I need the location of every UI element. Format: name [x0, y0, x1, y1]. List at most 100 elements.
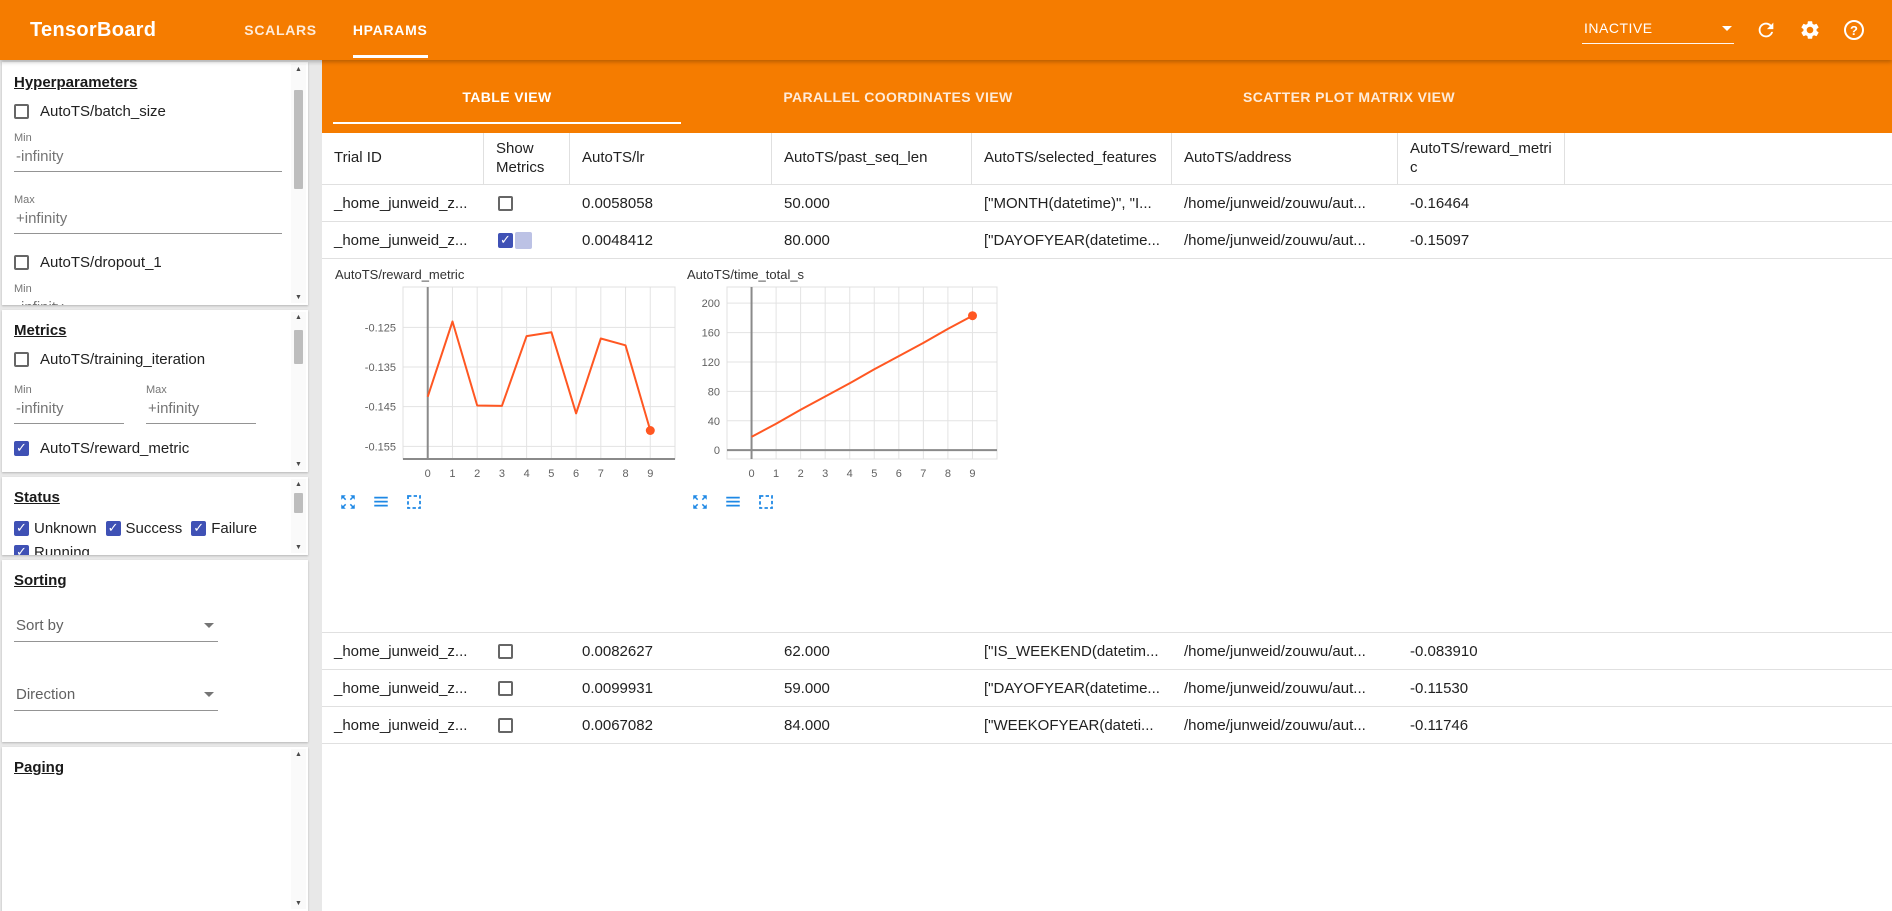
show-metrics-checkbox[interactable] [498, 232, 513, 248]
failure-checkbox[interactable] [191, 521, 207, 536]
hparam-dropout-row: AutoTS/dropout_1 [14, 254, 282, 271]
batch-size-checkbox[interactable] [14, 104, 29, 119]
show-metrics-checkbox[interactable] [498, 680, 513, 696]
reward-metric-checkbox[interactable] [14, 441, 29, 456]
show-metrics-checkbox[interactable] [498, 717, 513, 733]
col-lr[interactable]: AutoTS/lr [570, 133, 772, 184]
view-tab-bar: TABLE VIEW PARALLEL COORDINATES VIEW SCA… [322, 60, 1892, 133]
scroll-down-icon[interactable]: ▼ [295, 461, 302, 468]
metric-reward-row: AutoTS/reward_metric [14, 440, 282, 457]
address-cell: /home/junweid/zouwu/aut... [1184, 194, 1366, 212]
scroll-up-icon[interactable]: ▲ [295, 66, 302, 73]
refresh-button[interactable] [1754, 18, 1778, 42]
min-label: Min [14, 132, 32, 144]
zoom-out-map-icon [693, 495, 707, 509]
tab-hparams[interactable]: HPARAMS [335, 0, 446, 60]
trial-id-cell: _home_junweid_z... [334, 194, 468, 212]
settings-button[interactable] [1798, 18, 1822, 42]
time-total-plot[interactable]: 0 40 80 120 160 200 0 1 2 3 4 5 6 7 8 9 [687, 283, 1009, 487]
scrollbar[interactable]: ▲ ▼ [291, 479, 306, 553]
col-past-seq-len[interactable]: AutoTS/past_seq_len [772, 133, 972, 184]
marquee-select-button[interactable] [405, 493, 423, 511]
scroll-up-icon[interactable]: ▲ [295, 481, 302, 488]
svg-text:1: 1 [773, 468, 779, 480]
selected-features-cell: ["DAYOFYEAR(datetime... [984, 679, 1160, 697]
reward-metric-plot[interactable]: -0.125 -0.135 -0.145 -0.155 0 1 2 3 4 5 6 7 8 9 [335, 283, 687, 487]
batch-size-min-input[interactable]: -infinity [14, 146, 282, 172]
scrollbar[interactable]: ▲ ▼ [291, 749, 306, 909]
svg-text:6: 6 [896, 468, 902, 480]
tab-scalars[interactable]: SCALARS [226, 0, 335, 60]
sort-by-select[interactable]: Sort by [14, 615, 218, 642]
marquee-select-button[interactable] [757, 493, 775, 511]
scroll-down-icon[interactable]: ▼ [295, 544, 302, 551]
chevron-down-icon [204, 692, 214, 697]
scrollbar-thumb[interactable] [294, 493, 303, 513]
expand-chart-button[interactable] [339, 493, 357, 511]
unknown-checkbox[interactable] [14, 521, 29, 536]
expanded-metrics-row: AutoTS/reward_metric -0.125 -0.135 -0.145-… [322, 259, 1892, 633]
running-checkbox[interactable] [14, 545, 29, 555]
reward-metric-cell: -0.11530 [1410, 679, 1469, 697]
scrollbar[interactable]: ▲ ▼ [291, 312, 306, 470]
scrollbar[interactable]: ▲ ▼ [291, 64, 306, 303]
dashed-box-icon [407, 495, 421, 509]
chevron-down-icon [204, 623, 214, 628]
hparam-label: AutoTS/batch_size [40, 103, 166, 120]
hparam-batch-size-row: AutoTS/batch_size [14, 103, 282, 120]
table-row: _home_junweid_z... 0.0058058 50.000 ["MO… [322, 185, 1892, 222]
past-seq-len-cell: 59.000 [784, 679, 830, 697]
svg-text:9: 9 [969, 468, 975, 480]
svg-text:2: 2 [798, 468, 804, 480]
tab-label: SCALARS [244, 22, 317, 38]
col-selected-features[interactable]: AutoTS/selected_features [972, 133, 1172, 184]
status-label: Unknown [34, 520, 97, 537]
svg-text:6: 6 [573, 468, 579, 480]
show-metrics-checkbox[interactable] [498, 195, 513, 211]
scroll-up-icon[interactable]: ▲ [295, 314, 302, 321]
gear-icon [1801, 21, 1819, 39]
svg-text:3: 3 [499, 468, 505, 480]
help-button[interactable]: ? [1842, 18, 1866, 42]
view-list-button[interactable] [724, 493, 742, 511]
col-trial-id[interactable]: Trial ID [322, 133, 484, 184]
table-row: _home_junweid_z... 0.0067082 84.000 ["WE… [322, 707, 1892, 744]
expand-chart-button[interactable] [691, 493, 709, 511]
reward-metric-cell: -0.11746 [1410, 716, 1469, 734]
svg-text:200: 200 [702, 298, 720, 310]
col-label: Show Metrics [496, 139, 545, 176]
scroll-down-icon[interactable]: ▼ [295, 294, 302, 301]
show-metrics-cell [484, 195, 570, 211]
run-status-select[interactable]: INACTIVE [1582, 16, 1734, 44]
scroll-up-icon[interactable]: ▲ [295, 751, 302, 758]
top-nav: SCALARS HPARAMS [226, 0, 445, 60]
dropout-checkbox[interactable] [14, 255, 29, 270]
scrollbar-thumb[interactable] [294, 330, 303, 364]
reward-metric-cell: -0.15097 [1410, 231, 1470, 249]
show-metrics-checkbox[interactable] [498, 643, 513, 659]
training-iteration-max-input[interactable]: +infinity [146, 398, 256, 424]
dropout-min-input[interactable]: -infinity [14, 297, 282, 305]
tab-label: SCATTER PLOT MATRIX VIEW [1242, 88, 1456, 105]
scrollbar-thumb[interactable] [294, 90, 303, 189]
tab-scatter-plot-matrix-view[interactable]: SCATTER PLOT MATRIX VIEW [1115, 60, 1583, 133]
tab-label: PARALLEL COORDINATES VIEW [783, 88, 1013, 105]
scroll-down-icon[interactable]: ▼ [295, 900, 302, 907]
selected-features-cell: ["WEEKOFYEAR(dateti... [984, 716, 1154, 734]
training-iteration-min-input[interactable]: -infinity [14, 398, 124, 424]
training-iteration-checkbox[interactable] [14, 352, 29, 367]
tab-label: TABLE VIEW [462, 88, 552, 105]
direction-select[interactable]: Direction [14, 684, 218, 711]
success-checkbox[interactable] [105, 521, 121, 536]
view-list-button[interactable] [372, 493, 390, 511]
col-reward-metric[interactable]: AutoTS/reward_metric [1398, 133, 1565, 184]
col-address[interactable]: AutoTS/address [1172, 133, 1398, 184]
tab-parallel-coordinates-view[interactable]: PARALLEL COORDINATES VIEW [681, 60, 1115, 133]
col-label: AutoTS/address [1184, 149, 1292, 167]
col-show-metrics[interactable]: Show Metrics [484, 133, 570, 184]
col-filler [1565, 133, 1892, 184]
batch-size-max-input[interactable]: +infinity [14, 208, 282, 234]
tab-table-view[interactable]: TABLE VIEW [333, 60, 681, 133]
svg-text:120: 120 [702, 357, 720, 369]
direction-value: Direction [16, 686, 76, 703]
